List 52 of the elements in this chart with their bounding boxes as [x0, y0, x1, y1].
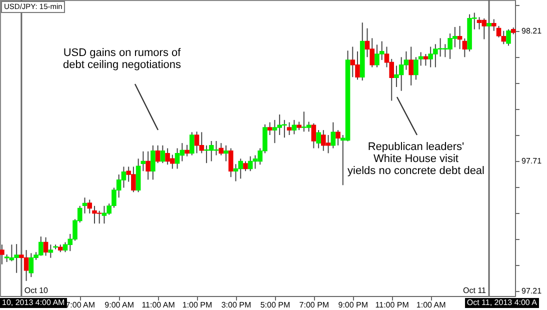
candlestick — [43, 236, 48, 256]
candlestick — [146, 150, 150, 180]
ref-line-label: Oct 10 — [24, 286, 49, 295]
x-tick-label: 11:00 PM — [375, 300, 410, 310]
candlestick — [506, 28, 511, 46]
candlestick — [82, 197, 88, 214]
y-tick-label: 98.21 — [522, 26, 542, 36]
candlestick — [316, 130, 321, 149]
candlestick — [462, 38, 468, 58]
candlestick — [136, 158, 141, 193]
candlestick — [330, 122, 336, 149]
candlestick — [48, 244, 54, 258]
x-tick-label: 7:00 AM — [66, 300, 96, 310]
candlestick — [267, 122, 272, 136]
candlestick — [418, 52, 424, 66]
x-tick-label: 7:00 PM — [299, 300, 330, 310]
candlestick — [457, 25, 462, 50]
candlestick — [311, 122, 316, 149]
candlestick — [414, 56, 418, 80]
ref-line-label: Oct 11 — [463, 286, 487, 295]
candlestick — [228, 148, 234, 178]
candlestick — [286, 122, 292, 136]
text: 10, 2013 4:00 AM — [0, 298, 67, 308]
candlestick — [0, 244, 4, 265]
candlestick — [491, 18, 496, 32]
annotation: Republican leaders' White House visit yields no concrete debt deal — [348, 141, 484, 177]
candlestick — [501, 30, 506, 45]
x-tick-label: 5:00 PM — [260, 300, 290, 310]
candlestick — [140, 150, 146, 172]
annotation: USD gains on rumors of debt ceiling negotiations — [62, 47, 182, 71]
candlestick — [423, 54, 428, 66]
candlestick — [218, 142, 224, 156]
y-tick-label: 97.21 — [522, 286, 542, 296]
x-tick-label: 1:00 AM — [416, 300, 446, 310]
candlestick — [408, 46, 414, 86]
x-tick-label: 9:00 PM — [338, 300, 368, 310]
x-tick-label: 1:00 PM — [182, 300, 213, 310]
candlestick — [224, 144, 228, 162]
candlestick — [87, 199, 92, 214]
candlestick — [243, 160, 248, 172]
candlestick — [160, 144, 166, 164]
text: Oct 11, 2013 4:00 A — [464, 298, 539, 308]
candlestick — [292, 119, 297, 135]
candlestick — [155, 144, 160, 164]
candlestick — [150, 144, 156, 180]
x-tick-label: 11:00 AM — [142, 300, 176, 310]
candlestick — [184, 144, 190, 157]
x-tick-label: 9:00 AM — [104, 300, 134, 310]
candlestick — [336, 130, 340, 146]
candlestick — [190, 132, 194, 156]
y-tick-label: 97.71 — [522, 156, 542, 166]
x-tick-label: 3:00 PM — [221, 300, 252, 310]
